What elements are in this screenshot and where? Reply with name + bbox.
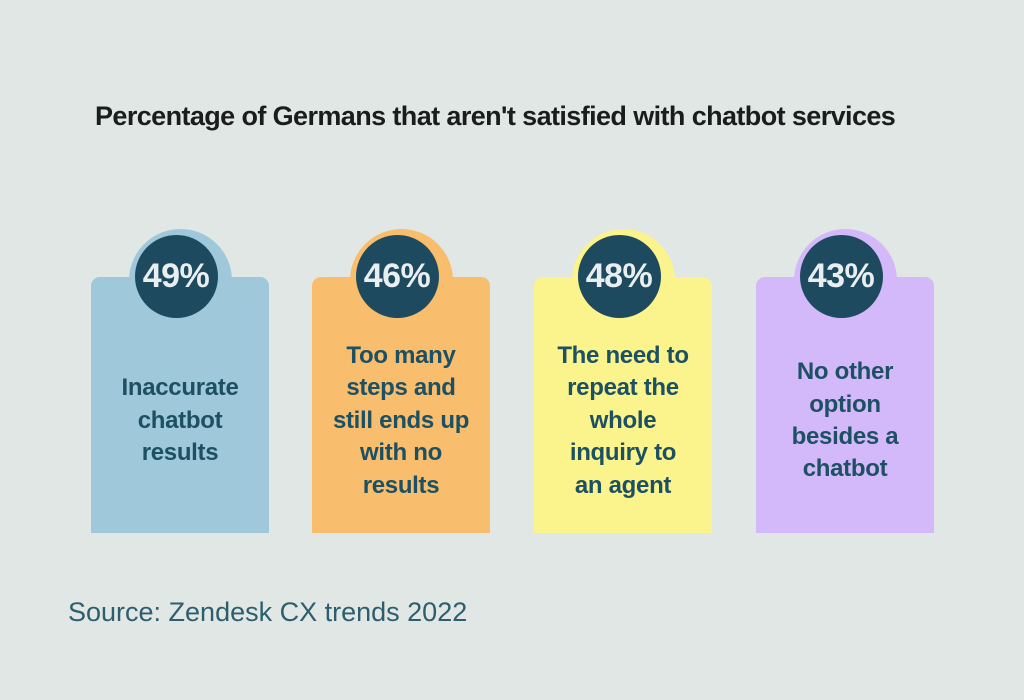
card-label: The need to repeat the whole inquiry to … <box>557 342 689 499</box>
percent-value: 43% <box>807 257 875 295</box>
stat-card-inaccurate-results: 49% Inaccurate chatbot results <box>91 229 269 533</box>
percent-value: 49% <box>142 257 210 295</box>
card-label: Inaccurate chatbot results <box>121 374 239 467</box>
card-body <box>756 277 934 533</box>
source-attribution: Source: Zendesk CX trends 2022 <box>68 597 468 627</box>
card-body <box>91 277 269 533</box>
card-body <box>312 277 490 533</box>
page-title: Percentage of Germans that aren't satisf… <box>95 101 896 131</box>
card-body <box>534 277 712 533</box>
stat-card-no-other-option: 43% No other option besides a chatbot <box>756 229 934 533</box>
percent-badge: 46% <box>355 235 439 318</box>
percent-value: 48% <box>585 257 653 295</box>
percent-badge: 49% <box>134 235 218 318</box>
percent-value: 46% <box>363 257 431 295</box>
card-label: No other option besides a chatbot <box>791 358 899 483</box>
percent-badge: 48% <box>577 235 661 318</box>
stat-card-repeat-inquiry: 48% The need to repeat the whole inquiry… <box>534 229 712 533</box>
card-label: Too many steps and still ends up with no… <box>332 342 470 499</box>
percent-badge: 43% <box>799 235 883 318</box>
stat-card-too-many-steps: 46% Too many steps and still ends up wit… <box>312 229 490 533</box>
